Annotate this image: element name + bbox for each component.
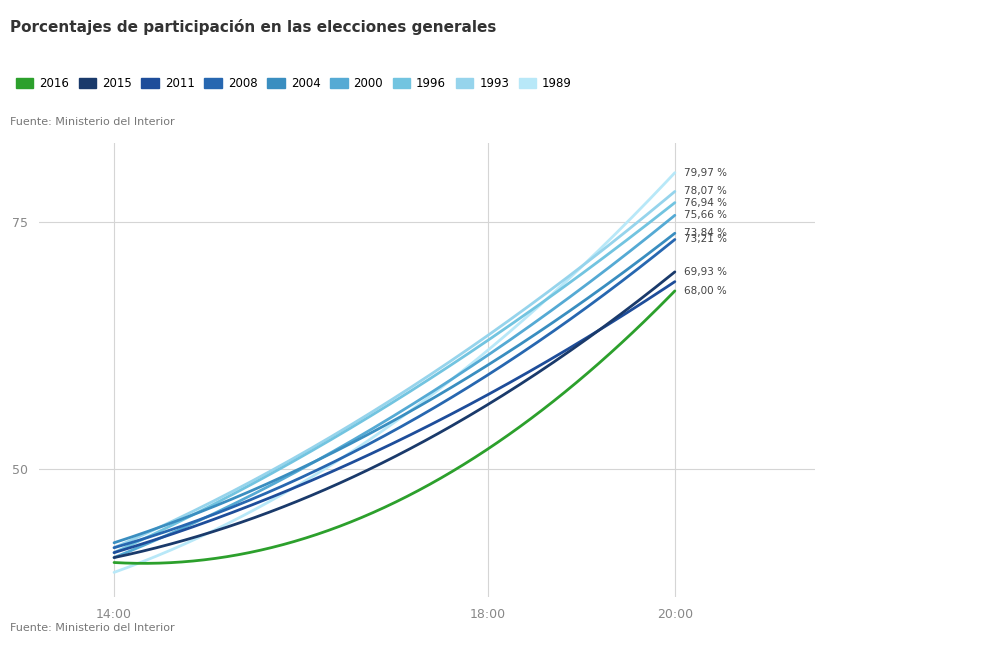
Text: 68,00 %: 68,00 % — [684, 286, 727, 296]
Legend: 2016, 2015, 2011, 2008, 2004, 2000, 1996, 1993, 1989: 2016, 2015, 2011, 2008, 2004, 2000, 1996… — [16, 77, 573, 90]
Text: 79,97 %: 79,97 % — [684, 167, 728, 178]
Text: 73,21 %: 73,21 % — [684, 234, 728, 245]
Text: 75,66 %: 75,66 % — [684, 210, 728, 220]
Text: 76,94 %: 76,94 % — [684, 198, 728, 208]
Text: 73,84 %: 73,84 % — [684, 228, 728, 238]
Text: Porcentajes de participación en las elecciones generales: Porcentajes de participación en las elec… — [10, 19, 496, 36]
Text: 69,93 %: 69,93 % — [684, 267, 728, 277]
Text: Fuente: Ministerio del Interior: Fuente: Ministerio del Interior — [10, 117, 175, 127]
Text: 78,07 %: 78,07 % — [684, 186, 727, 197]
Text: Fuente: Ministerio del Interior: Fuente: Ministerio del Interior — [10, 623, 175, 633]
